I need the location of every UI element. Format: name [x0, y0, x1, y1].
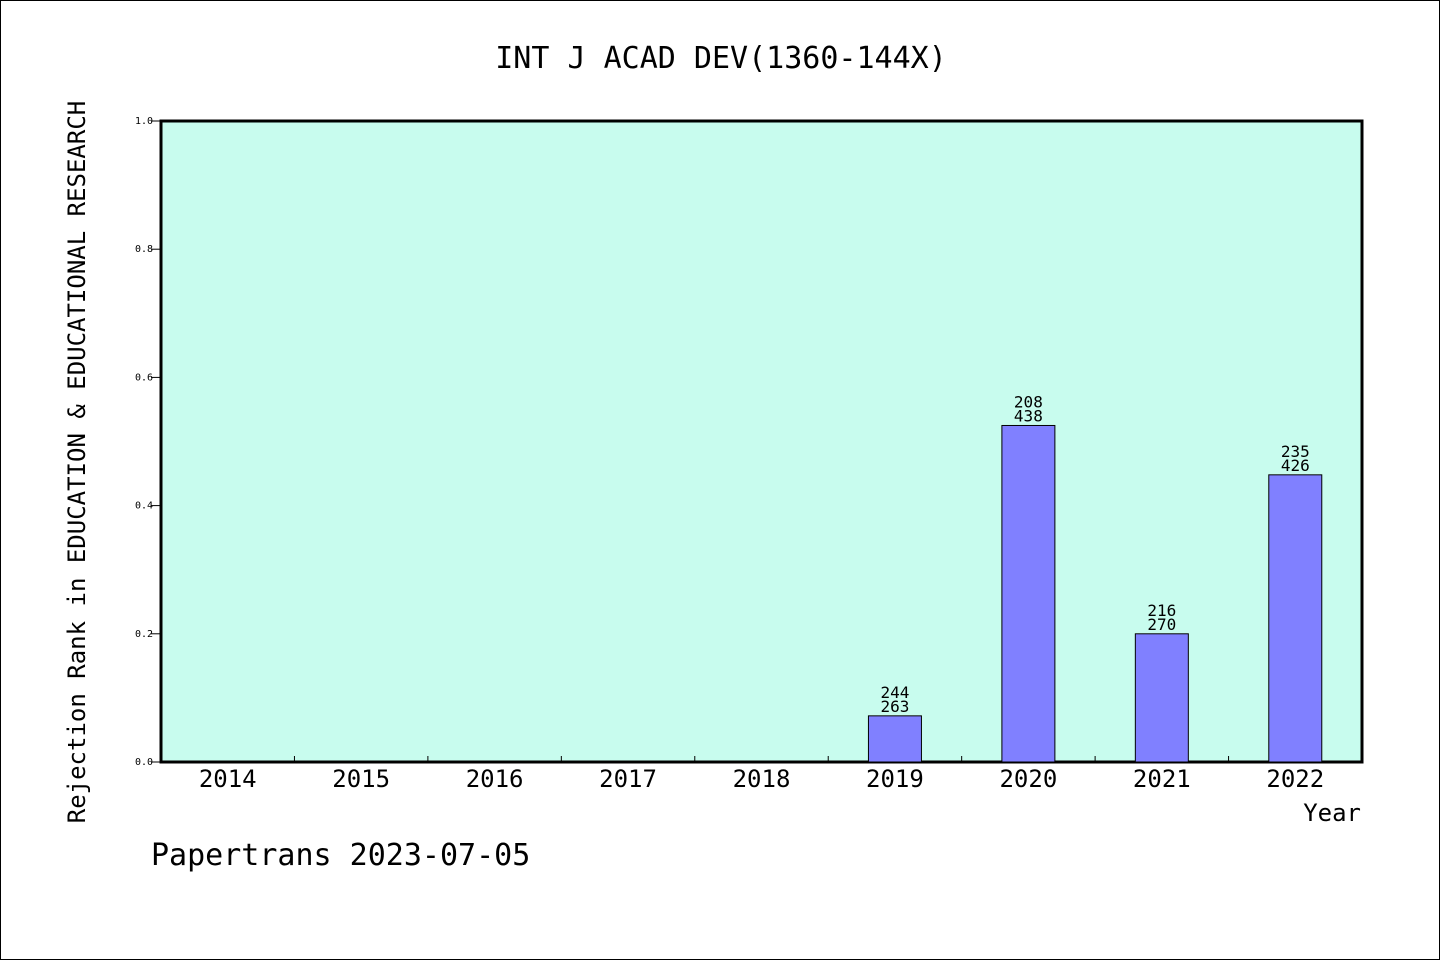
- bar-data-label: 244: [880, 683, 909, 702]
- y-tick-label: 0.4: [135, 501, 153, 512]
- y-tick-label: 1.0: [135, 116, 153, 127]
- chart-title: INT J ACAD DEV(1360-144X): [495, 41, 947, 76]
- bar: [1001, 424, 1056, 763]
- x-tick-label: 2021: [1133, 765, 1191, 793]
- x-tick-label: 2019: [866, 765, 924, 793]
- bar-data-label: 235: [1281, 442, 1310, 461]
- bar: [1268, 474, 1323, 763]
- bar: [1134, 633, 1189, 763]
- bars: [867, 424, 1323, 763]
- y-tick-label: 0.6: [135, 372, 153, 383]
- bar-data-label: 270: [1147, 615, 1176, 634]
- x-axis-label: Year: [1303, 799, 1361, 827]
- y-tick-label: 0.8: [135, 244, 153, 255]
- x-tick-label: 2018: [733, 765, 791, 793]
- y-tick-label: 0.2: [135, 629, 153, 640]
- x-tick-label: 2020: [999, 765, 1057, 793]
- x-tick-label: 2014: [199, 765, 257, 793]
- x-tick-label: 2017: [599, 765, 657, 793]
- x-tick-label: 2015: [332, 765, 390, 793]
- bar-data-label: 208: [1014, 392, 1043, 411]
- bar-data-label: 216: [1147, 601, 1176, 620]
- x-axis: 2014 2015 2016 2017 2018 2019 2020 2021 2022: [199, 756, 1324, 793]
- x-tick-label: 2016: [466, 765, 524, 793]
- watermark: Papertrans 2023-07-05: [151, 838, 530, 873]
- y-axis: 0.0 0.2 0.4 0.6 0.8 1.0: [135, 116, 161, 768]
- bar-data-label: 263: [880, 697, 909, 716]
- y-axis-label: Rejection Rank in EDUCATION & EDUCATIONA…: [63, 101, 91, 823]
- x-tick-label: 2022: [1266, 765, 1324, 793]
- y-tick-label: 0.0: [135, 757, 153, 768]
- bar-data-label: 438: [1014, 406, 1043, 425]
- bar-data-label: 426: [1281, 456, 1310, 475]
- bar: [867, 715, 922, 763]
